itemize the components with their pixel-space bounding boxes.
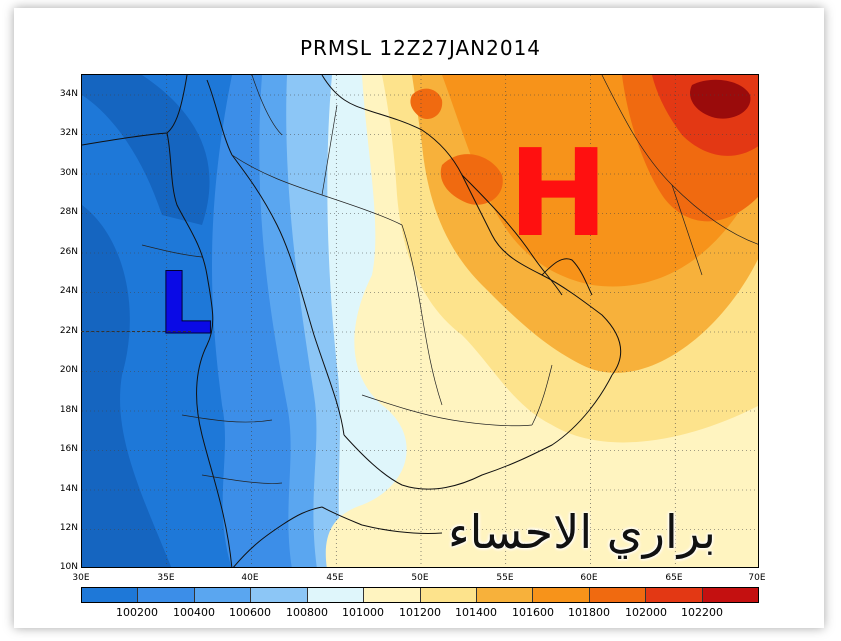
x-tick-label: 60E (580, 573, 598, 583)
y-tick-label: 22N (59, 326, 78, 336)
y-tick-label: 14N (59, 484, 78, 494)
colorbar-swatch (589, 588, 647, 602)
y-tick-label: 16N (59, 444, 78, 454)
x-tick-label: 30E (72, 573, 90, 583)
colorbar-label: 100200 (116, 606, 158, 619)
colorbar-label: 101400 (455, 606, 497, 619)
low-pressure-marker: L (158, 254, 214, 354)
colorbar-swatch (476, 588, 534, 602)
colorbar-swatch (82, 588, 139, 602)
colorbar-swatch (420, 588, 477, 602)
x-tick-label: 65E (665, 573, 683, 583)
colorbar-label: 101000 (342, 606, 384, 619)
colorbar (81, 587, 759, 603)
pressure-field (82, 75, 758, 567)
arabic-watermark: براري الاحساء (448, 505, 716, 559)
x-tick-label: 50E (411, 573, 429, 583)
y-tick-label: 30N (59, 168, 78, 178)
y-tick-label: 20N (59, 365, 78, 375)
y-tick-label: 26N (59, 247, 78, 257)
colorbar-label: 102000 (625, 606, 667, 619)
x-tick-label: 35E (157, 573, 175, 583)
pressure-map: L H (81, 74, 759, 568)
colorbar-label: 102200 (681, 606, 723, 619)
lat-lon-grid (82, 75, 758, 567)
contour-100200-north (82, 75, 210, 225)
colorbar-label: 100800 (286, 606, 328, 619)
y-tick-label: 32N (59, 128, 78, 138)
colorbar-label: 101200 (399, 606, 441, 619)
colorbar-swatch (702, 588, 759, 602)
x-tick-label: 70E (748, 573, 766, 583)
colorbar-swatch (364, 588, 421, 602)
map-title: PRMSL 12Z27JAN2014 (299, 36, 542, 60)
contour-peak (690, 79, 751, 119)
coastlines (82, 75, 622, 567)
colorbar-label: 100600 (229, 606, 271, 619)
colorbar-swatch (307, 588, 365, 602)
y-tick-label: 28N (59, 207, 78, 217)
colorbar-swatch (646, 588, 703, 602)
colorbar-swatch (251, 588, 308, 602)
y-tick-label: 34N (59, 89, 78, 99)
contour-102200-cell-west (410, 88, 443, 120)
colorbar-swatch (138, 588, 195, 602)
y-tick-label: 24N (59, 286, 78, 296)
colorbar-label: 101600 (512, 606, 554, 619)
x-tick-label: 45E (326, 573, 344, 583)
colorbar-label: 100400 (173, 606, 215, 619)
x-tick-label: 55E (496, 573, 514, 583)
y-tick-label: 18N (59, 405, 78, 415)
y-tick-label: 12N (59, 523, 78, 533)
x-tick-label: 40E (241, 573, 259, 583)
colorbar-label: 101800 (568, 606, 610, 619)
colorbar-swatch (194, 588, 252, 602)
contour-102200-cell (440, 154, 503, 205)
contour-100200 (82, 205, 172, 567)
latitude-guide-line (81, 331, 191, 332)
borders (141, 75, 758, 484)
y-tick-label: 10N (59, 562, 78, 572)
colorbar-swatch (533, 588, 590, 602)
high-pressure-marker: H (508, 125, 609, 264)
